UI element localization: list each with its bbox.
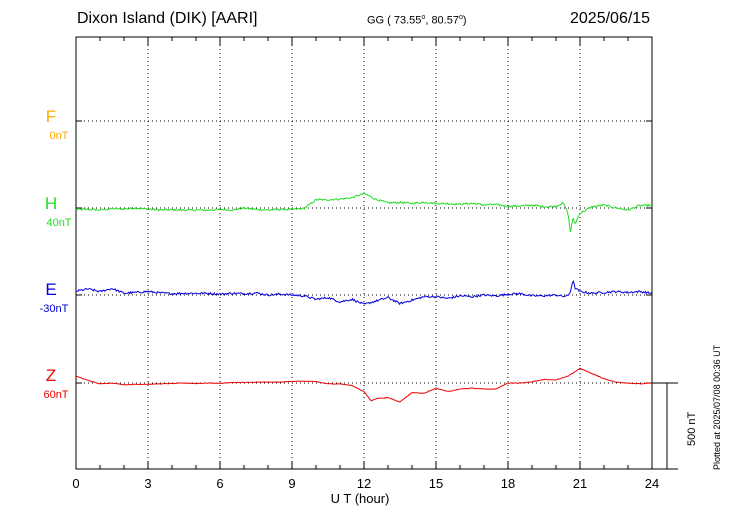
series-line-z <box>75 367 653 403</box>
x-tick-label: 15 <box>428 476 444 491</box>
coords-close: ) <box>462 14 467 27</box>
x-tick-label: 18 <box>500 476 516 491</box>
offset-label-z: 60nT <box>43 389 69 401</box>
series-layer <box>75 191 653 403</box>
component-label-z: Z <box>45 366 57 385</box>
scale-bar-label: 500 nT <box>686 411 698 446</box>
offset-label-f: 0nT <box>49 130 69 142</box>
date-title: 2025/06/15 <box>570 10 651 27</box>
component-label-h: H <box>44 194 58 213</box>
series-line-h <box>75 191 653 233</box>
plotted-timestamp: Plotted at 2025/07/08 00:36 UT <box>712 344 722 470</box>
component-label-e: E <box>45 280 57 299</box>
x-tick-label: 6 <box>216 476 224 491</box>
x-tick-label: 0 <box>72 476 80 491</box>
x-axis-label: U T (hour) <box>330 491 390 506</box>
x-tick-label: 3 <box>144 476 152 491</box>
component-label-f: F <box>45 107 57 126</box>
scale-bar <box>652 382 678 470</box>
degree-sign: o <box>421 14 426 21</box>
x-tick-label: 9 <box>288 476 296 491</box>
grid-layer <box>76 37 652 469</box>
offset-label-h: 40nT <box>46 217 72 229</box>
x-tick-label: 21 <box>572 476 588 491</box>
tick-layer <box>75 37 653 469</box>
x-tick-label: 12 <box>356 476 372 491</box>
coords-lon: , 80.57 <box>425 14 459 27</box>
coords-lat: GG ( 73.55 <box>367 14 422 27</box>
x-tick-label: 24 <box>644 476 660 491</box>
geographic-coords: GG ( 73.55o, 80.57o) <box>367 14 467 27</box>
offset-label-e: -30nT <box>39 303 69 315</box>
station-title: Dixon Island (DIK) [AARI] <box>77 10 258 27</box>
degree-sign: o <box>458 14 463 21</box>
series-line-e <box>75 279 653 306</box>
